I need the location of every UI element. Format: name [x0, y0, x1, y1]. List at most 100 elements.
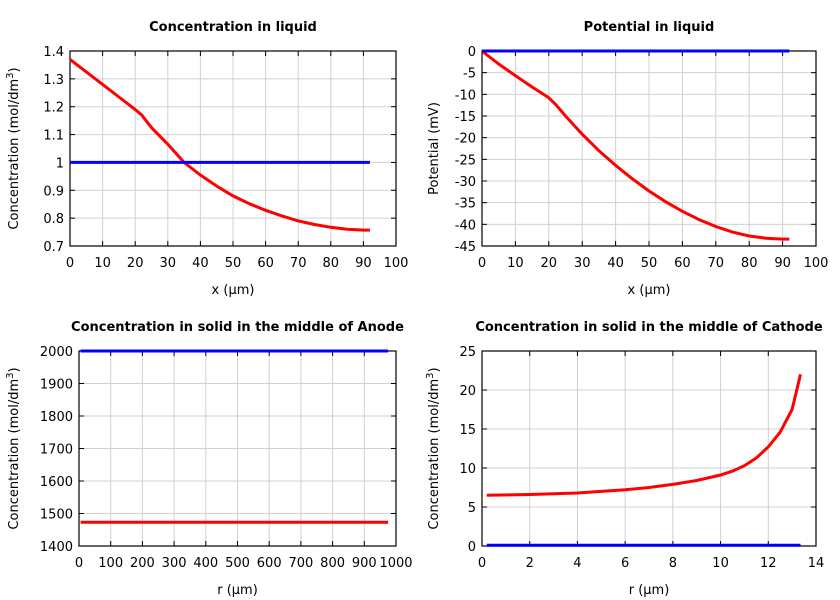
- plot-frame: [69, 50, 397, 247]
- x-tick-label: 90: [355, 256, 372, 271]
- y-tick-label: 0.9: [43, 184, 64, 199]
- y-axis-label-end: ): [427, 367, 442, 372]
- y-tick-label: 5: [468, 501, 476, 516]
- y-axis-label-text: Potential (mV): [427, 102, 442, 195]
- x-tick-label: 500: [225, 556, 250, 571]
- x-tick-label: 90: [774, 256, 791, 271]
- y-tick-label: 1700: [40, 443, 73, 458]
- x-tick-label: 40: [607, 256, 624, 271]
- x-tick-label: 30: [574, 256, 591, 271]
- x-tick-label: 20: [127, 256, 144, 271]
- y-tick-label: 15: [459, 423, 476, 438]
- x-tick-label: 50: [641, 256, 658, 271]
- x-tick-label: 10: [712, 556, 729, 571]
- x-tick-label: 10: [94, 256, 111, 271]
- y-axis-label-sup: 3: [425, 373, 436, 379]
- x-tick-label: 14: [808, 556, 825, 571]
- x-tick-label: 80: [741, 256, 758, 271]
- y-tick-label: 2000: [40, 345, 73, 360]
- y-tick-label: -40: [455, 218, 476, 233]
- x-tick-label: 600: [257, 556, 282, 571]
- x-tick-label: 70: [290, 256, 307, 271]
- x-tick-label: 200: [130, 556, 155, 571]
- x-tick-label: 300: [162, 556, 187, 571]
- x-axis-label: r (µm): [629, 583, 670, 598]
- y-axis-label: Potential (mV): [427, 102, 442, 195]
- series-line-1: [486, 374, 802, 497]
- chart-1: Concentration in liquid 0 10 20 30 40 50 60 70 80…: [5, 20, 408, 298]
- chart-4: Concentration in solid in the middle of …: [425, 320, 824, 598]
- y-tick-label: 0.8: [43, 212, 64, 227]
- y-axis-label-end: ): [7, 67, 22, 72]
- y-axis-label-sup: 3: [5, 73, 16, 79]
- y-tick-label: -10: [455, 88, 476, 103]
- x-tick-label: 2: [526, 556, 534, 571]
- y-tick-label: 1.4: [43, 45, 64, 60]
- x-tick-label: 100: [804, 256, 829, 271]
- y-tick-label: -30: [455, 175, 476, 190]
- y-axis-label-sup: 3: [5, 373, 16, 379]
- x-tick-label: 40: [192, 256, 209, 271]
- x-tick-label: 1000: [379, 556, 412, 571]
- y-tick-label: 0.7: [43, 240, 64, 255]
- y-tick-label: 25: [459, 345, 476, 360]
- y-tick-label: 1.3: [43, 73, 64, 88]
- x-tick-label: 10: [507, 256, 524, 271]
- y-axis-label-end: ): [7, 367, 22, 372]
- chart-title: Concentration in solid in the middle of …: [71, 320, 404, 335]
- y-tick-label: 1: [56, 156, 64, 171]
- y-tick-label: 10: [459, 462, 476, 477]
- y-tick-label: -15: [455, 110, 476, 125]
- x-tick-label: 900: [352, 556, 377, 571]
- y-axis-label: Concentration (mol/dm3): [5, 367, 22, 529]
- chart-title: Concentration in solid in the middle of …: [475, 320, 823, 335]
- x-tick-label: 100: [384, 256, 409, 271]
- x-tick-label: 0: [478, 256, 486, 271]
- x-tick-label: 80: [323, 256, 340, 271]
- y-tick-label: 20: [459, 384, 476, 399]
- y-axis-label: Concentration (mol/dm3): [5, 67, 22, 229]
- y-tick-label: -35: [455, 197, 476, 212]
- x-tick-label: 60: [257, 256, 274, 271]
- x-axis-label: x (µm): [628, 283, 671, 298]
- chart-title: Potential in liquid: [584, 20, 715, 35]
- x-tick-label: 4: [573, 556, 581, 571]
- x-tick-label: 700: [288, 556, 313, 571]
- chart-title: Concentration in liquid: [149, 20, 317, 35]
- y-tick-label: 1600: [40, 475, 73, 490]
- x-axis-label: r (µm): [217, 583, 258, 598]
- y-tick-label: -45: [455, 240, 476, 255]
- x-tick-label: 50: [225, 256, 242, 271]
- x-tick-label: 800: [320, 556, 345, 571]
- x-tick-label: 30: [160, 256, 177, 271]
- x-tick-label: 400: [193, 556, 218, 571]
- y-tick-label: -5: [463, 67, 476, 82]
- x-tick-label: 0: [66, 256, 74, 271]
- x-tick-label: 6: [621, 556, 629, 571]
- x-tick-label: 0: [478, 556, 486, 571]
- y-tick-label: 1500: [40, 508, 73, 523]
- x-tick-label: 60: [674, 256, 691, 271]
- y-tick-label: 1900: [40, 378, 73, 393]
- y-tick-label: -20: [455, 132, 476, 147]
- y-tick-label: 1400: [40, 540, 73, 555]
- x-tick-label: 100: [98, 556, 123, 571]
- chart-2: Potential in liquid 0 10 20 30 40 50 60 70 80 90 10…: [427, 20, 828, 298]
- y-tick-label: 0: [468, 540, 476, 555]
- y-tick-label: -25: [455, 153, 476, 168]
- y-axis-label-text: Concentration (mol/dm: [427, 379, 442, 530]
- y-tick-label: 0: [468, 45, 476, 60]
- y-axis-label-text: Concentration (mol/dm: [7, 79, 22, 230]
- series-line-1: [69, 58, 370, 232]
- series-line-1: [481, 49, 790, 241]
- y-axis-label: Concentration (mol/dm3): [425, 367, 442, 529]
- x-tick-label: 70: [708, 256, 725, 271]
- y-axis-label-text: Concentration (mol/dm: [7, 379, 22, 530]
- y-tick-label: 1.2: [43, 101, 64, 116]
- x-tick-label: 20: [541, 256, 558, 271]
- x-tick-label: 8: [669, 556, 677, 571]
- x-tick-label: 12: [760, 556, 777, 571]
- x-axis-label: x (µm): [212, 283, 255, 298]
- x-tick-label: 0: [75, 556, 83, 571]
